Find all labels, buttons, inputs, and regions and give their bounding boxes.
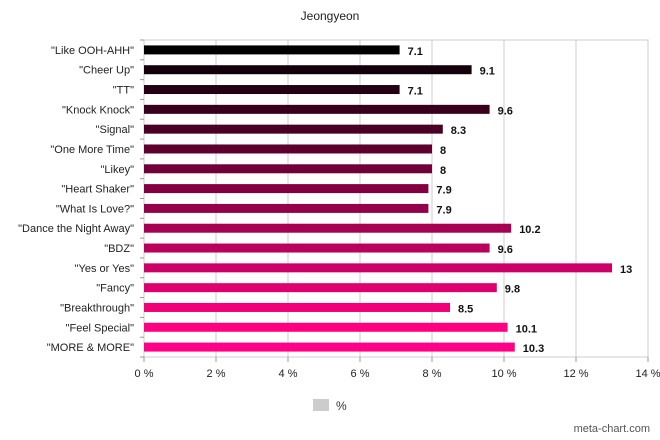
bar[interactable] [144, 184, 429, 194]
bar[interactable] [144, 263, 612, 273]
bar[interactable] [144, 302, 450, 312]
category-label: "Cheer Up" [79, 65, 134, 77]
value-label: 10.1 [516, 323, 537, 335]
category-label: "Dance the Night Away" [18, 223, 134, 235]
category-label: "Fancy" [96, 283, 134, 295]
value-label: 8 [440, 145, 446, 157]
value-label: 9.6 [498, 244, 513, 256]
value-label: 8.5 [458, 303, 473, 315]
value-label: 8.3 [451, 125, 466, 137]
bar[interactable] [144, 164, 432, 174]
bar[interactable] [144, 65, 472, 75]
bar[interactable] [144, 203, 429, 213]
category-label: "MORE & MORE" [47, 342, 134, 354]
category-label: "Breakthrough" [60, 302, 134, 314]
bars [144, 45, 612, 352]
value-label: 7.9 [436, 185, 451, 197]
category-label: "TT" [113, 85, 134, 97]
category-label: "Heart Shaker" [61, 184, 134, 196]
bar[interactable] [144, 243, 490, 253]
value-label: 8 [440, 165, 446, 177]
category-label: "One More Time" [50, 144, 134, 156]
x-tick-label: 14 % [635, 368, 660, 380]
legend[interactable]: % [313, 399, 347, 413]
value-labels: 7.1 9.1 7.1 9.6 8.3 8 8 7.9 7.9 10.2 9.6 13 9.8 8.5 10… [408, 46, 633, 355]
category-label: "What Is Love?" [56, 203, 134, 215]
bar[interactable] [144, 342, 515, 352]
x-tick-label: 0 % [135, 368, 154, 380]
category-label: "Like OOH-AHH" [51, 45, 134, 57]
value-label: 7.9 [436, 204, 451, 216]
value-label: 9.8 [505, 284, 520, 296]
bar[interactable] [144, 45, 400, 55]
category-label: "BDZ" [104, 243, 134, 255]
value-label: 9.1 [480, 66, 495, 78]
category-label: "Feel Special" [66, 322, 134, 334]
value-label: 10.2 [519, 224, 540, 236]
value-label: 9.6 [498, 105, 513, 117]
bar[interactable] [144, 104, 490, 114]
category-label: "Knock Knock" [62, 104, 134, 116]
credit-text: meta-chart.com [574, 423, 650, 435]
x-tick-label: 2 % [207, 368, 226, 380]
category-label: "Signal" [96, 124, 134, 136]
category-label: "Yes or Yes" [75, 263, 134, 275]
bar[interactable] [144, 124, 443, 134]
value-label: 7.1 [408, 46, 423, 58]
category-labels: "Like OOH-AHH" "Cheer Up" "TT" "Knock Knock… [18, 45, 134, 354]
value-label: 13 [620, 264, 632, 276]
bar[interactable] [144, 322, 508, 332]
x-tick-label: 12 % [563, 368, 588, 380]
value-label: 10.3 [523, 343, 544, 355]
bar[interactable] [144, 85, 400, 95]
x-tick-label: 8 % [423, 368, 442, 380]
axes [140, 39, 649, 362]
legend-swatch[interactable] [313, 399, 329, 411]
legend-label[interactable]: % [336, 399, 347, 413]
bar[interactable] [144, 144, 432, 154]
chart-title: Jeongyeon [301, 9, 360, 23]
category-label: "Likey" [101, 164, 135, 176]
value-label: 7.1 [408, 86, 423, 98]
bar[interactable] [144, 223, 512, 233]
x-tick-label: 4 % [279, 368, 298, 380]
x-tick-label: 10 % [491, 368, 516, 380]
x-tick-labels: 0 % 2 % 4 % 6 % 8 % 10 % 12 % 14 % [135, 368, 660, 380]
x-tick-label: 6 % [351, 368, 370, 380]
bar[interactable] [144, 283, 497, 293]
